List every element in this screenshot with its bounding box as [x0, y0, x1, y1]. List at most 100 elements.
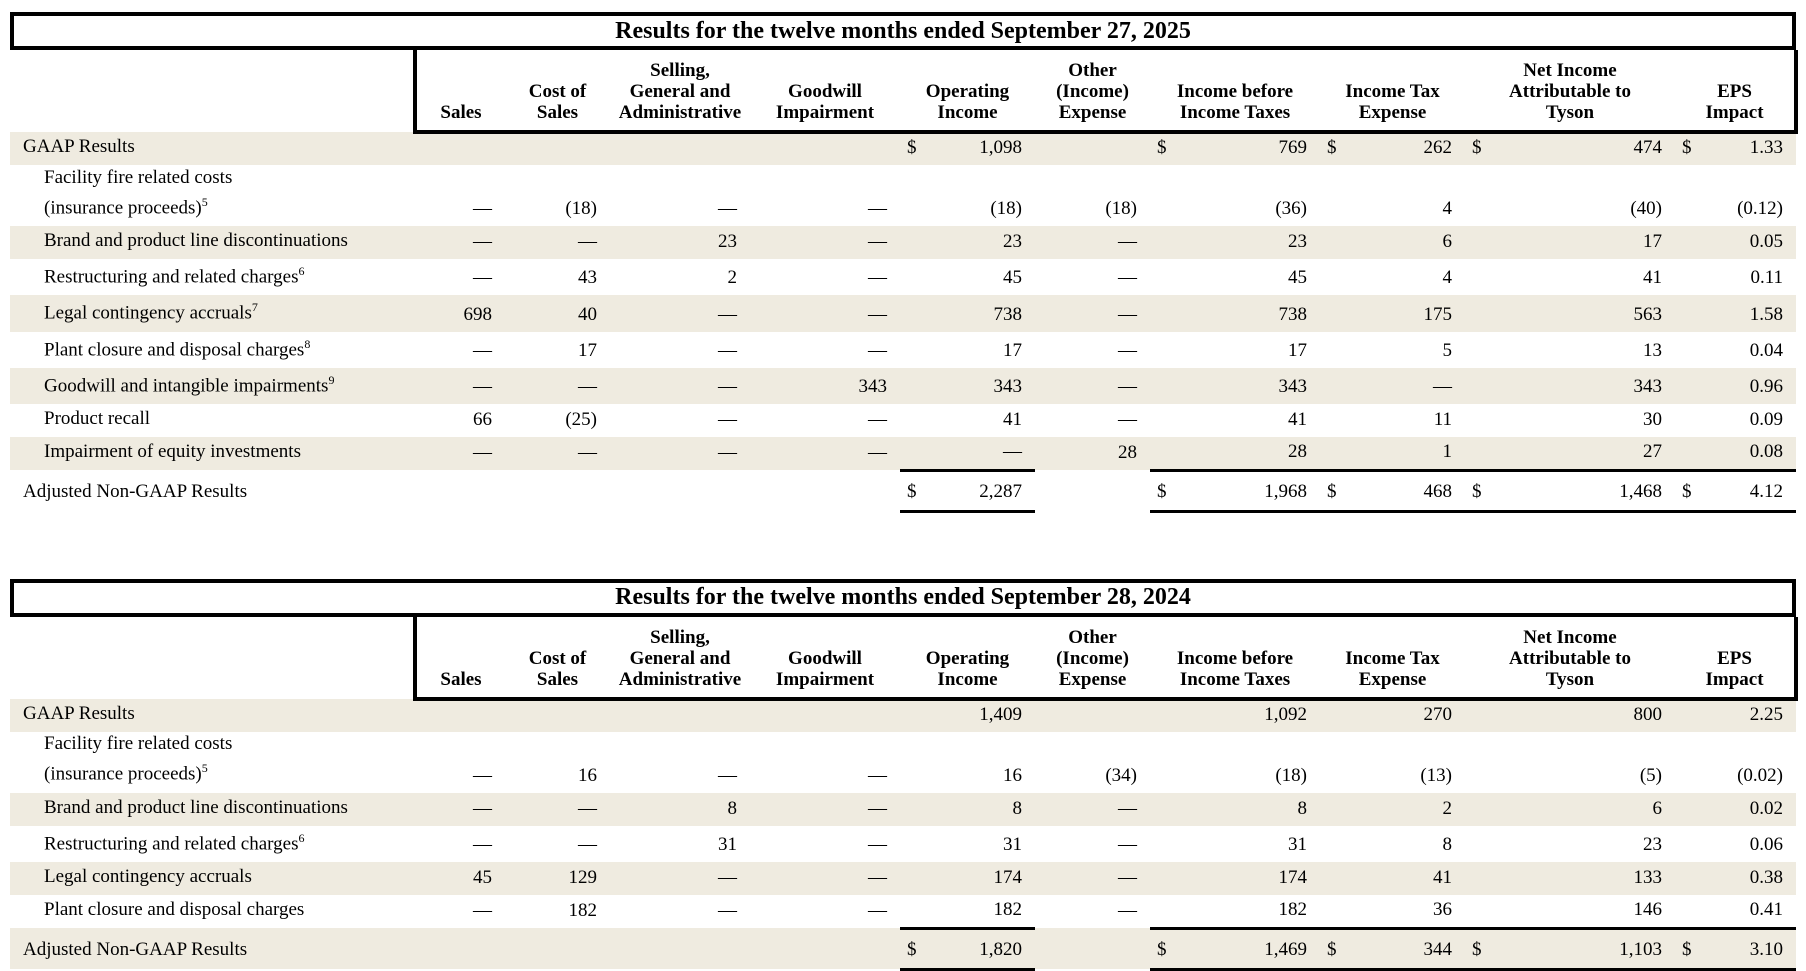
dollar-sign — [1465, 441, 1472, 463]
value-cell: — — [610, 895, 750, 928]
cell-value: 344 — [1423, 938, 1453, 960]
row-label: Brand and product line discontinuations — [10, 226, 415, 259]
cell-value: 0.11 — [1750, 267, 1783, 289]
cell-value: 30 — [1643, 409, 1662, 431]
dollar-sign — [900, 231, 907, 253]
cell-value: 45 — [1003, 267, 1022, 289]
dollar-sign — [750, 267, 757, 289]
corner-cell — [10, 617, 415, 699]
reconciliation-table: Sales Cost of Sales Selling, General and… — [10, 50, 1798, 513]
value-cell: — — [750, 226, 900, 259]
col-header-other-income-expense: Other (Income) Expense — [1035, 50, 1150, 134]
cell-value: 31 — [1288, 834, 1307, 856]
col-header-sales: Sales — [413, 616, 505, 701]
cell-value: — — [718, 339, 737, 361]
value-cell: — — [505, 226, 610, 259]
dollar-sign — [1320, 231, 1327, 253]
footnote-ref: 6 — [298, 830, 305, 845]
dollar-sign — [1465, 867, 1472, 889]
value-cell: $769 — [1150, 132, 1320, 165]
value-cell: 738 — [1150, 295, 1320, 332]
dollar-sign — [1320, 441, 1327, 463]
cell-value: 174 — [1278, 867, 1308, 889]
value-cell: 343 — [1465, 367, 1675, 405]
row-label: Adjusted Non-GAAP Results — [10, 928, 415, 970]
cell-value: (18) — [990, 198, 1022, 219]
cell-value: 343 — [993, 376, 1023, 398]
dollar-sign — [1320, 304, 1327, 326]
cell-value: 23 — [1643, 834, 1662, 856]
cell-value: — — [868, 267, 887, 289]
dollar-sign: $ — [1682, 137, 1692, 158]
value-cell: — — [505, 367, 610, 405]
cell-value: 8 — [1297, 797, 1308, 819]
value-cell: 28 — [1035, 437, 1150, 471]
col-header-goodwill-impairment: Goodwill Impairment — [750, 50, 900, 134]
value-cell: 270 — [1320, 698, 1465, 732]
dollar-sign — [1465, 267, 1472, 289]
dollar-sign — [1320, 834, 1327, 856]
value-cell: $1,098 — [900, 132, 1035, 165]
dollar-sign — [1675, 304, 1682, 326]
cell-value: 8 — [727, 797, 738, 819]
dollar-sign — [415, 867, 422, 889]
corner-cell — [10, 50, 415, 132]
value-cell: — — [505, 792, 610, 826]
dollar-sign — [750, 198, 757, 220]
value-cell: 66 — [415, 404, 505, 437]
cell-value: 563 — [1633, 303, 1663, 325]
row-label: Legal contingency accruals — [10, 862, 415, 896]
dollar-sign — [610, 442, 617, 464]
cell-value: — — [868, 339, 887, 361]
cell-value: 0.06 — [1749, 834, 1783, 856]
value-cell — [505, 132, 610, 165]
dollar-sign — [610, 900, 617, 922]
cell-value: 174 — [993, 867, 1023, 889]
cell-value: (0.12) — [1737, 198, 1783, 219]
dollar-sign — [415, 834, 422, 856]
dollar-sign: $ — [1682, 480, 1692, 502]
cell-value: 41 — [1433, 867, 1452, 889]
value-cell: — — [750, 895, 900, 928]
table-row: Adjusted Non-GAAP Results $1,820 $1,469 $34… — [10, 926, 1796, 971]
dollar-sign — [1465, 231, 1472, 253]
value-cell: — — [610, 404, 750, 437]
dollar-sign: $ — [1682, 938, 1692, 960]
cell-value: 738 — [1278, 303, 1308, 325]
cell-value: 6 — [1652, 797, 1663, 819]
value-cell: 800 — [1465, 698, 1675, 732]
dollar-sign — [610, 231, 617, 253]
dollar-sign — [750, 340, 757, 362]
dollar-sign — [1675, 899, 1682, 921]
dollar-sign — [415, 267, 422, 289]
cell-value: 0.38 — [1749, 867, 1783, 889]
dollar-sign — [750, 798, 757, 820]
value-cell: $262 — [1320, 132, 1465, 165]
dollar-sign — [415, 409, 422, 431]
value-cell: 31 — [610, 826, 750, 862]
dollar-sign — [505, 340, 512, 362]
dollar-sign — [1320, 340, 1327, 362]
value-cell: 17 — [1150, 332, 1320, 368]
cell-value: — — [868, 797, 887, 819]
dollar-sign — [900, 409, 907, 431]
cell-value: 17 — [578, 339, 597, 361]
dollar-sign — [505, 442, 512, 464]
cell-value: — — [473, 376, 492, 398]
row-label-text: Restructuring and related charges — [44, 833, 299, 855]
dollar-sign — [1465, 376, 1472, 398]
value-cell: $2,287 — [900, 468, 1035, 513]
dollar-sign — [415, 340, 422, 362]
value-cell: — — [1320, 367, 1465, 405]
dollar-sign — [1150, 267, 1157, 289]
cell-value: — — [718, 409, 737, 431]
value-cell: 343 — [1150, 367, 1320, 405]
value-cell: — — [415, 259, 505, 295]
header-row: Sales Cost of Sales Selling, General and… — [10, 50, 1798, 134]
value-cell — [610, 470, 750, 511]
row-label-text: GAAP Results — [23, 136, 135, 157]
value-cell: — — [610, 862, 750, 896]
value-cell: 45 — [1150, 259, 1320, 295]
value-cell: 31 — [1150, 826, 1320, 862]
